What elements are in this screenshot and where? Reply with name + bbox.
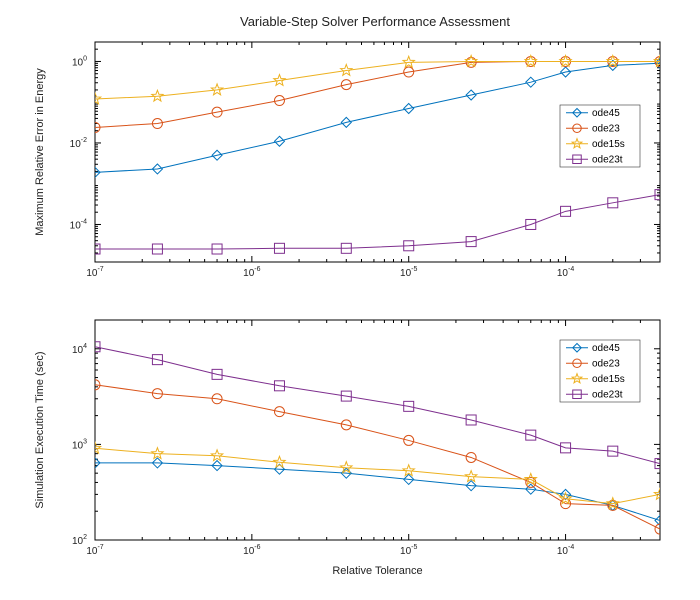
- xtick-label: 10-6: [243, 266, 260, 279]
- legend-label: ode15s: [592, 374, 625, 385]
- legend: ode45 ode23 ode15s ode23t: [560, 105, 640, 167]
- xtick-label: 10-5: [400, 544, 417, 557]
- series-line-ode45: [95, 463, 660, 521]
- xtick-label: 10-5: [400, 266, 417, 279]
- xtick-label: 10-7: [86, 266, 103, 279]
- xtick-label: 10-4: [557, 266, 574, 279]
- ytick-label: 10-4: [70, 218, 87, 231]
- legend-label: ode15s: [592, 139, 625, 150]
- legend-label: ode45: [592, 343, 620, 354]
- ytick-label: 103: [72, 438, 87, 451]
- series-line-ode15s: [95, 61, 660, 99]
- ytick-label: 10-2: [70, 137, 87, 150]
- ytick-label: 104: [72, 343, 87, 356]
- legend-label: ode23t: [592, 389, 623, 400]
- legend-label: ode23: [592, 358, 620, 369]
- x-axis-label: Relative Tolerance: [332, 565, 422, 577]
- ytick-label: 100: [72, 55, 87, 68]
- y-axis-label: Maximum Relative Error in Energy: [34, 68, 46, 236]
- xtick-label: 10-7: [86, 544, 103, 557]
- series-line-ode23t: [95, 195, 660, 249]
- ytick-label: 102: [72, 534, 87, 547]
- series-line-ode23: [95, 385, 660, 529]
- legend-label: ode23: [592, 123, 620, 134]
- xtick-label: 10-4: [557, 544, 574, 557]
- legend-label: ode45: [592, 108, 620, 119]
- xtick-label: 10-6: [243, 544, 260, 557]
- figure-title: Variable-Step Solver Performance Assessm…: [240, 14, 510, 29]
- legend: ode45 ode23 ode15s ode23t: [560, 340, 640, 402]
- figure: Variable-Step Solver Performance Assessm…: [0, 0, 700, 600]
- legend-label: ode23t: [592, 154, 623, 165]
- y-axis-label: Simulation Execution Time (sec): [34, 351, 46, 508]
